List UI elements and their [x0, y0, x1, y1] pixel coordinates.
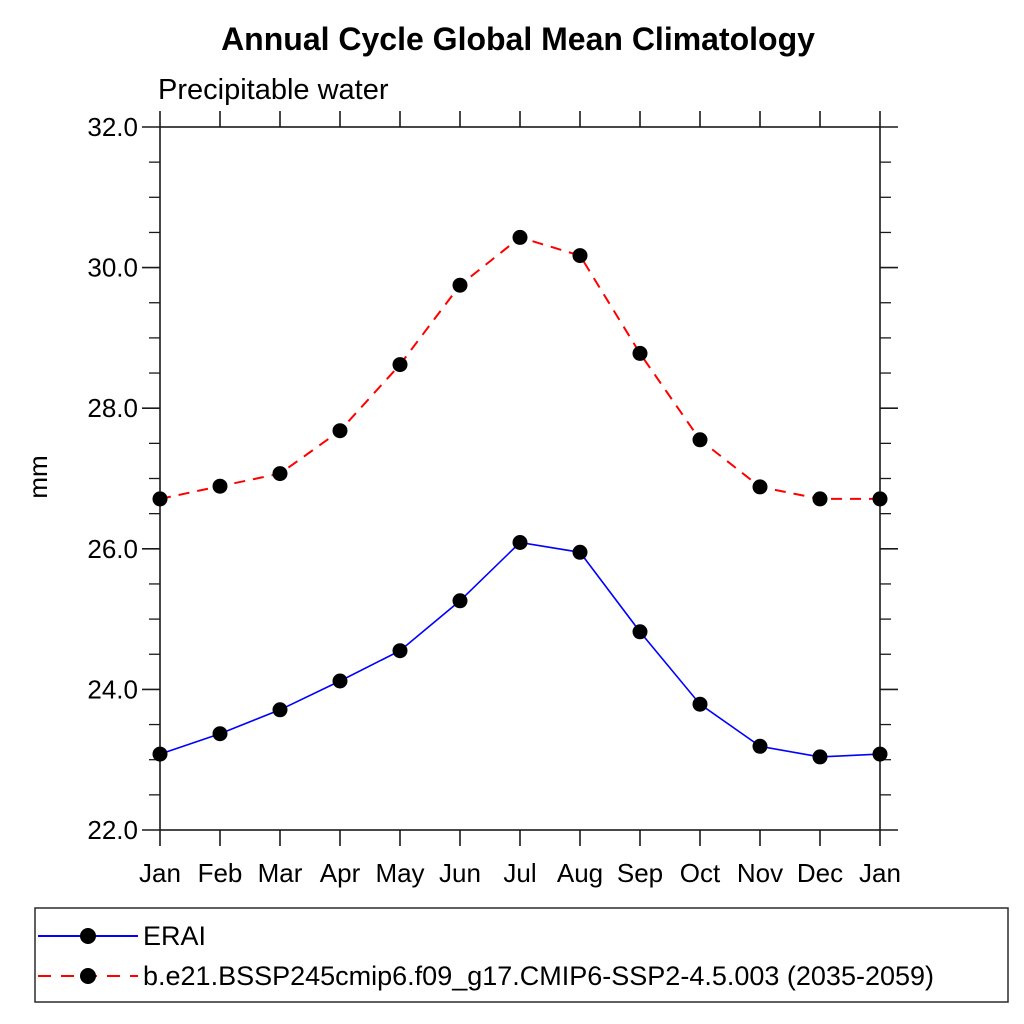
data-point-series-0 [512, 535, 528, 550]
data-point-series-0 [452, 593, 468, 609]
x-tick-label: Nov [737, 858, 783, 888]
legend-label-model: b.e21.BSSP245cmip6.f09_g17.CMIP6-SSP2-4.… [143, 961, 934, 991]
data-point-series-1 [752, 479, 768, 495]
legend-border [34, 907, 1009, 1003]
data-point-series-0 [872, 746, 888, 762]
data-point-series-0 [212, 726, 228, 742]
y-tick-label: 32.0 [87, 112, 138, 142]
data-point-series-0 [632, 624, 648, 640]
data-point-series-1 [572, 248, 588, 264]
axes-frame: 22.0 24.0 26.0 28.0 30.0 32.0 Jan Feb Mar Apr May J… [87, 111, 901, 888]
y-axis-label: mm [23, 455, 53, 498]
x-tick-label: Dec [797, 858, 843, 888]
data-series [152, 229, 888, 765]
data-point-series-1 [692, 432, 708, 448]
x-tick-label: Jul [503, 858, 536, 888]
data-point-series-1 [512, 229, 528, 245]
data-point-series-1 [152, 491, 168, 507]
x-tick-label: Mar [258, 858, 303, 888]
data-point-series-1 [332, 423, 348, 439]
x-tick-label: Feb [198, 858, 243, 888]
series-line-1 [159, 236, 880, 500]
data-point-series-1 [632, 345, 648, 361]
y-tick-label: 28.0 [87, 393, 138, 423]
data-point-series-0 [332, 673, 348, 689]
y-tick-label: 22.0 [87, 815, 138, 845]
data-point-series-0 [392, 643, 408, 659]
x-tick-label: Oct [680, 858, 721, 888]
data-point-series-0 [692, 696, 708, 712]
data-point-series-0 [812, 749, 828, 765]
data-point-series-1 [272, 466, 288, 482]
y-tick-label: 26.0 [87, 534, 138, 564]
data-point-series-1 [452, 277, 468, 293]
data-point-series-1 [392, 357, 408, 373]
chart-title: Annual Cycle Global Mean Climatology [221, 21, 815, 57]
x-tick-label: Sep [617, 858, 663, 888]
data-point-series-0 [752, 738, 768, 754]
x-tick-label: Apr [320, 858, 361, 888]
y-tick-label: 24.0 [87, 674, 138, 704]
data-point-series-1 [812, 491, 828, 507]
data-point-series-1 [872, 491, 888, 507]
x-tick-label: May [375, 858, 424, 888]
legend: ERAI b.e21.BSSP245cmip6.f09_g17.CMIP6-SS… [34, 907, 1009, 1003]
data-point-series-0 [572, 544, 588, 560]
series-line-0 [159, 541, 881, 758]
legend-label-erai: ERAI [143, 921, 206, 951]
x-tick-label: Aug [557, 858, 603, 888]
x-tick-label: Jan [859, 858, 901, 888]
data-point-series-1 [212, 478, 228, 494]
x-tick-label: Jan [139, 858, 181, 888]
chart-subtitle: Precipitable water [158, 74, 389, 106]
data-point-series-0 [152, 746, 168, 762]
data-point-series-0 [272, 702, 288, 718]
legend-marker-erai-icon [80, 928, 96, 944]
y-tick-label: 30.0 [87, 253, 138, 283]
x-tick-label: Jun [439, 858, 481, 888]
legend-marker-model-icon [80, 968, 96, 984]
